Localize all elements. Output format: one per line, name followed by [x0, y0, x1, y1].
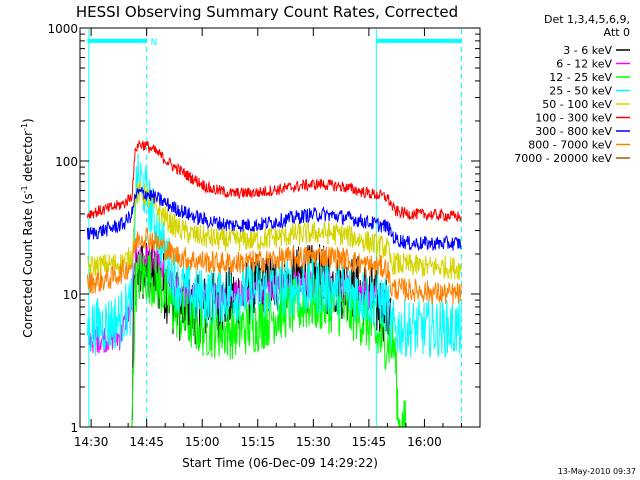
- legend-label-8: 7000 - 20000 keV: [514, 152, 612, 165]
- annotation-label: N: [151, 38, 158, 48]
- legend-label-7: 800 - 7000 keV: [528, 139, 612, 152]
- y-axis: 1 10 100 1000: [47, 22, 480, 435]
- x-axis-label: Start Time (06-Dec-09 14:29:22): [182, 456, 378, 470]
- x-tick-label-0: 14:30: [74, 435, 109, 449]
- y-tick-label-0: 1: [70, 421, 78, 435]
- series-line-3: [86, 153, 462, 358]
- y-tick-label-2: 100: [55, 155, 78, 169]
- x-tick-label-3: 15:15: [240, 435, 275, 449]
- plot-area: N: [86, 29, 462, 428]
- chart-title: HESSI Observing Summary Count Rates, Cor…: [76, 3, 458, 21]
- legend-label-0: 3 - 6 keV: [563, 44, 612, 57]
- x-tick-label-2: 15:00: [185, 435, 220, 449]
- x-tick-label-1: 14:45: [129, 435, 164, 449]
- legend-label-1: 6 - 12 keV: [556, 58, 612, 71]
- legend-label-2: 12 - 25 keV: [549, 71, 612, 84]
- y-tick-label-3: 1000: [47, 22, 78, 36]
- footer-timestamp: 13-May-2010 09:37: [558, 467, 636, 476]
- series-line-7: [86, 227, 462, 305]
- legend-header-line-2: Att 0: [604, 26, 630, 39]
- x-tick-label-5: 15:45: [352, 435, 387, 449]
- legend-label-3: 25 - 50 keV: [549, 85, 612, 98]
- y-label-sup-2: -1: [20, 123, 29, 131]
- legend-label-6: 300 - 800 keV: [535, 125, 612, 138]
- x-tick-label-4: 15:30: [296, 435, 331, 449]
- x-axis: 14:30 14:45 15:00 15:15 15:30 15:45 16:00: [74, 28, 462, 449]
- y-label-sup-1: -1: [20, 185, 29, 193]
- x-tick-label-6: 16:00: [407, 435, 442, 449]
- series-line-4: [87, 181, 462, 281]
- legend-header-line-1: Det 1,3,4,5,6,9,: [544, 13, 630, 26]
- series-line-5: [86, 140, 462, 223]
- y-label-part-3: ): [21, 118, 35, 123]
- legend-label-4: 50 - 100 keV: [542, 98, 612, 111]
- series-line-6: [86, 186, 462, 251]
- y-label-part-2: detector: [21, 131, 35, 186]
- y-label-part-1: Corrected Count Rate (s: [21, 193, 35, 337]
- legend-label-5: 100 - 300 keV: [535, 112, 612, 125]
- plot-frame: [79, 27, 481, 428]
- y-tick-label-1: 10: [63, 288, 78, 302]
- y-axis-label: Corrected Count Rate (s-1 detector-1): [20, 118, 35, 337]
